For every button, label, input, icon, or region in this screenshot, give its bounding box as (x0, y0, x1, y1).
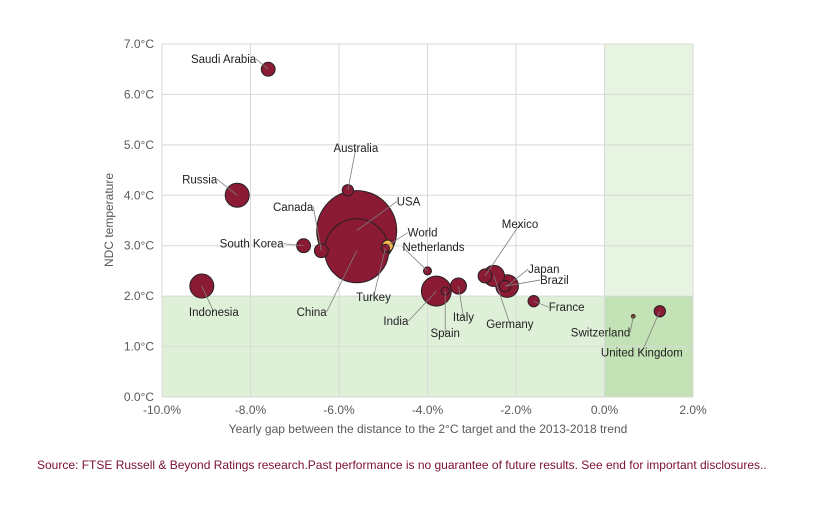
x-tick-label: -4.0% (412, 403, 444, 417)
leader-line (533, 300, 549, 308)
leader-line (402, 246, 428, 272)
leader-line (312, 206, 322, 251)
y-tick-label: 5.0°C (124, 138, 154, 152)
x-tick-label: -8.0% (235, 403, 267, 417)
point-labels: Saudi Arabia Russia Australia Canada USA Worl… (182, 54, 683, 359)
label-saudi-arabia: Saudi Arabia (191, 54, 257, 66)
y-tick-labels: 0.0°C 1.0°C 2.0°C 3.0°C 4.0°C 5.0°C 6.0°C 7.0°C (124, 37, 154, 404)
leader-line (458, 285, 464, 318)
leader-line (326, 250, 358, 312)
leader-line (493, 275, 511, 325)
x-tick-label: -10.0% (143, 403, 181, 417)
label-united-kingdom: United Kingdom (601, 347, 683, 359)
leader-line (387, 232, 408, 247)
label-canada: Canada (273, 202, 314, 214)
label-usa: USA (397, 197, 421, 209)
leader-line (408, 290, 437, 322)
y-tick-label: 3.0°C (124, 239, 154, 253)
bubble-south-korea (296, 238, 312, 254)
label-mexico: Mexico (502, 219, 538, 231)
y-tick-label: 7.0°C (124, 37, 154, 51)
leader-line (255, 58, 269, 70)
label-world: World (408, 228, 438, 240)
leader-lines (201, 58, 661, 353)
x-tick-label: 0.0% (591, 403, 619, 417)
y-tick-label: 0.0°C (124, 390, 154, 404)
leader-line (347, 148, 357, 191)
leader-line (629, 316, 634, 333)
source-note: Source: FTSE Russell & Beyond Ratings re… (37, 458, 767, 472)
leader-line (373, 248, 386, 298)
leader-line (641, 311, 661, 353)
y-tick-label: 1.0°C (124, 340, 154, 354)
label-spain: Spain (430, 328, 459, 340)
label-south-korea: South Korea (220, 239, 285, 251)
leader-line (356, 201, 397, 231)
label-italy: Italy (453, 312, 474, 324)
label-indonesia: Indonesia (189, 307, 239, 319)
leader-line (283, 243, 304, 247)
label-switzerland: Switzerland (571, 327, 630, 339)
label-brazil: Brazil (540, 275, 569, 287)
x-tick-label: 2.0% (679, 403, 707, 417)
x-tick-labels: -10.0% -8.0% -6.0% -4.0% -2.0% 0.0% 2.0% (143, 403, 707, 417)
leader-line (506, 268, 529, 287)
label-russia: Russia (182, 174, 218, 186)
y-tick-label: 2.0°C (124, 289, 154, 303)
leader-line (484, 223, 521, 277)
leader-line (504, 279, 541, 287)
leader-line (216, 178, 238, 196)
label-australia: Australia (333, 143, 378, 155)
label-france: France (549, 302, 585, 314)
label-india: India (383, 316, 409, 328)
y-tick-label: 4.0°C (124, 188, 154, 202)
y-axis-title: NDC temperature (102, 173, 116, 267)
x-tick-label: -2.0% (500, 403, 532, 417)
x-axis-title: Yearly gap between the distance to the 2… (229, 422, 628, 436)
label-japan: Japan (528, 264, 559, 276)
label-turkey: Turkey (356, 292, 391, 304)
label-netherlands: Netherlands (403, 242, 465, 254)
y-tick-label: 6.0°C (124, 87, 154, 101)
leader-line (201, 285, 215, 313)
label-china: China (297, 307, 328, 319)
x-tick-label: -6.0% (323, 403, 355, 417)
label-germany: Germany (486, 319, 534, 331)
